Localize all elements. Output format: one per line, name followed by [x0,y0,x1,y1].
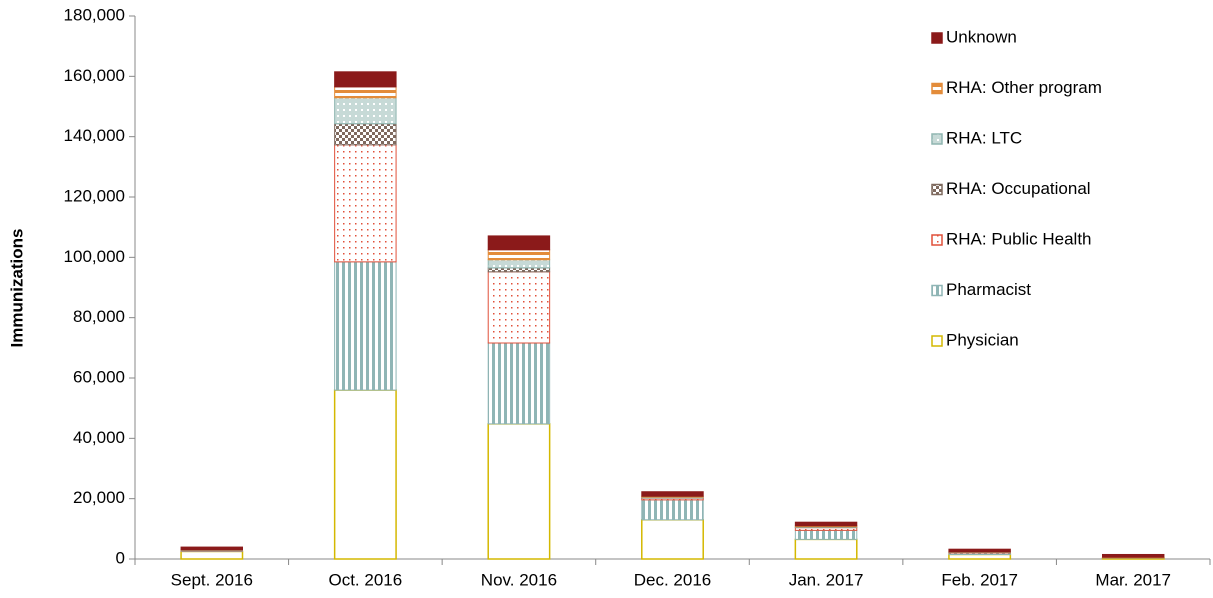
legend-label: Unknown [946,27,1017,46]
bar-segment [794,529,858,540]
bar-segment [641,519,704,560]
bar-segment [487,342,551,425]
legend-swatch [931,133,943,145]
y-tick-label: 160,000 [64,66,125,85]
bar-segment [641,499,704,521]
y-tick-label: 0 [116,548,125,567]
legend-swatch [931,335,943,347]
legend-label: RHA: LTC [946,128,1022,147]
x-tick-label: Mar. 2017 [1095,570,1171,589]
bar-segment [180,550,244,560]
legend-swatch [931,82,943,95]
legend-swatch [931,234,943,246]
y-tick-label: 120,000 [64,186,125,205]
bar-segment [334,86,397,99]
legend-label: Physician [946,330,1019,349]
y-tick-label: 60,000 [73,367,125,386]
y-tick-label: 40,000 [73,428,125,447]
bar-segment [333,389,397,560]
bar-segment [334,261,397,391]
bar-segment [487,249,551,261]
bar-segment [1102,553,1165,558]
bar-segment [487,267,551,273]
legend-label: RHA: Public Health [946,229,1092,248]
x-tick-label: Jan. 2017 [789,570,864,589]
y-tick-label: 180,000 [64,5,125,24]
bar-segment [948,553,1012,560]
bar-segment [334,71,397,88]
bar-segment [487,271,551,344]
legend-label: RHA: Other program [946,78,1102,97]
legend-swatch [931,183,943,196]
bar-segment [180,546,243,551]
x-tick-label: Nov. 2016 [481,570,557,589]
y-axis-label: Immunizations [7,228,26,347]
bar-segment [334,144,397,263]
bar-segment [948,548,1011,553]
bar-segment [334,97,397,125]
bar-segment [487,235,551,251]
bar-segment [641,491,704,497]
bar-segment [794,521,858,527]
legend-swatch [931,32,943,44]
y-tick-label: 80,000 [73,307,125,326]
x-tick-label: Dec. 2016 [634,570,712,589]
y-tick-label: 140,000 [64,126,125,145]
bar-segment [334,123,397,146]
legend-swatch [931,284,943,297]
y-tick-label: 100,000 [64,247,125,266]
bar-segment [487,423,551,560]
legend-label: RHA: Occupational [946,179,1091,198]
y-tick-label: 20,000 [73,488,125,507]
x-tick-label: Feb. 2017 [941,570,1018,589]
x-tick-label: Sept. 2016 [171,570,253,589]
x-tick-label: Oct. 2016 [328,570,402,589]
bar-segment [487,259,551,269]
legend-label: Pharmacist [946,280,1031,299]
bar-segment [794,538,858,560]
